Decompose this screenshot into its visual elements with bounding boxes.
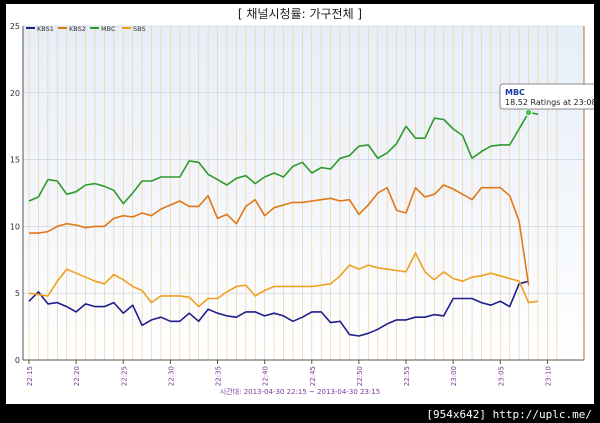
tooltip-box [499, 83, 594, 110]
series-line-sbs [28, 252, 539, 308]
y-tick-label: 20 [10, 89, 20, 98]
series-line-kbs2 [29, 184, 530, 286]
x-tick-label: 22:15 [26, 366, 34, 386]
x-tick-label: 22:20 [73, 366, 81, 386]
tooltip: MBC 18.52 Ratings at 23:08 [499, 83, 594, 110]
legend: KBS1 KBS2 MBC SBS [26, 25, 146, 33]
series-line-kbs1 [28, 280, 529, 337]
highlight-point [524, 108, 533, 117]
x-tick-label: 22:30 [167, 366, 175, 386]
y-tick-label: 25 [10, 22, 20, 31]
legend-label: KBS2 [69, 25, 86, 33]
x-axis-title: 시간대: 2013-04-30 22:15 ~ 2013-04-30 23:15 [220, 387, 380, 396]
x-tick-label: 23:00 [450, 366, 458, 386]
x-tick-label: 23:05 [497, 366, 505, 386]
plot-area [23, 26, 584, 360]
tooltip-text: 18.52 Ratings at 23:08 [505, 98, 594, 107]
legend-label: MBC [101, 25, 116, 33]
x-tick-label: 22:50 [356, 366, 364, 386]
legend-label: KBS1 [37, 25, 54, 33]
tooltip-series: MBC [505, 88, 525, 97]
tick-labels: 0 5 10 15 20 25 22:15 22:20 22:25 22:30 22:35 22:40… [10, 22, 553, 386]
y-tick-label: 5 [15, 289, 20, 298]
series-layer [28, 108, 539, 337]
x-tick-label: 22:55 [403, 366, 411, 386]
x-tick-label: 22:35 [215, 366, 223, 386]
axes [22, 26, 585, 364]
line-chart: 0 5 10 15 20 25 22:15 22:20 22:25 22:30 22:35 22:40… [10, 7, 594, 396]
grid [23, 25, 584, 361]
x-tick-label: 22:45 [309, 366, 317, 386]
watermark: [954x642] http://uplc.me/ [426, 408, 592, 421]
x-tick-label: 23:10 [544, 366, 552, 386]
y-tick-label: 15 [10, 156, 20, 165]
x-tick-label: 22:40 [262, 366, 270, 386]
series-line-mbc [28, 111, 539, 205]
chart-title: [ 채널시청률: 가구전체 ] [238, 7, 362, 21]
chart-frame: 0 5 10 15 20 25 22:15 22:20 22:25 22:30 22:35 22:40… [6, 4, 594, 404]
y-tick-label: 10 [10, 222, 20, 231]
x-tick-label: 22:25 [120, 366, 128, 386]
y-tick-label: 0 [15, 356, 20, 365]
legend-label: SBS [133, 25, 146, 33]
